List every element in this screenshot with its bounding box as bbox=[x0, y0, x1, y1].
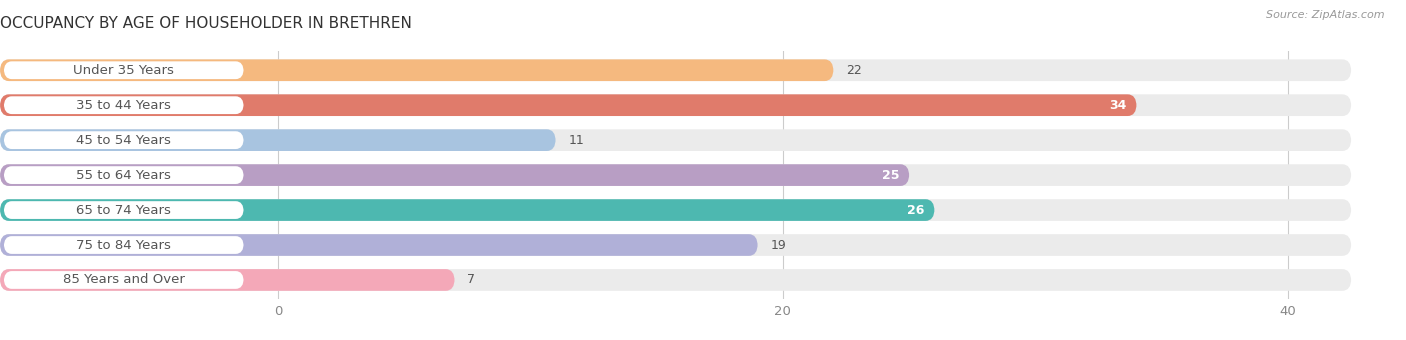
FancyBboxPatch shape bbox=[4, 61, 243, 79]
FancyBboxPatch shape bbox=[4, 271, 243, 289]
FancyBboxPatch shape bbox=[4, 131, 243, 149]
Text: 34: 34 bbox=[1109, 99, 1126, 112]
FancyBboxPatch shape bbox=[0, 164, 910, 186]
Text: Under 35 Years: Under 35 Years bbox=[73, 64, 174, 77]
FancyBboxPatch shape bbox=[0, 199, 935, 221]
Text: 35 to 44 Years: 35 to 44 Years bbox=[76, 99, 172, 112]
FancyBboxPatch shape bbox=[4, 96, 243, 114]
FancyBboxPatch shape bbox=[0, 234, 758, 256]
FancyBboxPatch shape bbox=[0, 269, 454, 291]
FancyBboxPatch shape bbox=[0, 234, 1351, 256]
Text: Source: ZipAtlas.com: Source: ZipAtlas.com bbox=[1267, 10, 1385, 20]
FancyBboxPatch shape bbox=[0, 59, 834, 81]
Text: 45 to 54 Years: 45 to 54 Years bbox=[76, 134, 172, 147]
FancyBboxPatch shape bbox=[4, 236, 243, 254]
FancyBboxPatch shape bbox=[0, 94, 1136, 116]
Text: 25: 25 bbox=[882, 169, 898, 182]
FancyBboxPatch shape bbox=[4, 166, 243, 184]
FancyBboxPatch shape bbox=[0, 129, 1351, 151]
FancyBboxPatch shape bbox=[0, 129, 555, 151]
FancyBboxPatch shape bbox=[0, 199, 1351, 221]
Text: 26: 26 bbox=[907, 204, 924, 217]
Text: 85 Years and Over: 85 Years and Over bbox=[63, 273, 184, 287]
FancyBboxPatch shape bbox=[0, 94, 1351, 116]
FancyBboxPatch shape bbox=[0, 164, 1351, 186]
Text: OCCUPANCY BY AGE OF HOUSEHOLDER IN BRETHREN: OCCUPANCY BY AGE OF HOUSEHOLDER IN BRETH… bbox=[0, 16, 412, 31]
FancyBboxPatch shape bbox=[4, 201, 243, 219]
Text: 7: 7 bbox=[467, 273, 475, 287]
FancyBboxPatch shape bbox=[0, 59, 1351, 81]
Text: 55 to 64 Years: 55 to 64 Years bbox=[76, 169, 172, 182]
Text: 65 to 74 Years: 65 to 74 Years bbox=[76, 204, 172, 217]
Text: 75 to 84 Years: 75 to 84 Years bbox=[76, 239, 172, 252]
FancyBboxPatch shape bbox=[0, 269, 1351, 291]
Text: 11: 11 bbox=[568, 134, 583, 147]
Text: 22: 22 bbox=[846, 64, 862, 77]
Text: 19: 19 bbox=[770, 239, 786, 252]
